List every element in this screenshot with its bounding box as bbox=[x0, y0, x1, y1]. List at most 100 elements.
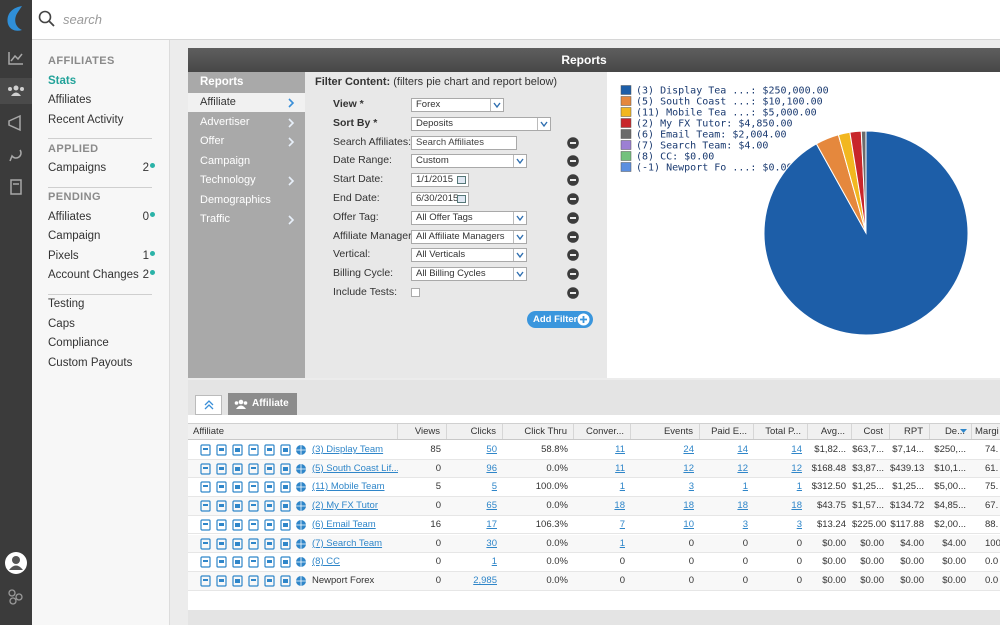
nav-item[interactable]: Affiliates bbox=[32, 91, 169, 111]
nav-item[interactable]: Testing bbox=[32, 295, 169, 315]
table-cell[interactable]: 1 bbox=[742, 481, 748, 493]
table-cell[interactable]: 2,985 bbox=[473, 574, 497, 586]
stats-icon[interactable] bbox=[8, 52, 23, 65]
table-cell[interactable]: 50 bbox=[486, 444, 497, 455]
subnav-item[interactable]: Traffic bbox=[188, 210, 305, 229]
select-control[interactable]: All Offer Tags bbox=[411, 210, 527, 225]
remove-filter[interactable] bbox=[567, 249, 579, 262]
table-cell[interactable]: 18 bbox=[614, 500, 625, 512]
nav-item[interactable]: Stats bbox=[32, 72, 169, 92]
collapse-button[interactable] bbox=[195, 395, 222, 415]
table-cell[interactable]: 14 bbox=[791, 444, 802, 455]
table-cell[interactable]: 18 bbox=[737, 500, 748, 512]
table-cell[interactable]: 10 bbox=[683, 518, 694, 530]
table-cell[interactable]: 30 bbox=[486, 537, 497, 549]
remove-filter[interactable] bbox=[567, 211, 579, 224]
megaphone-icon[interactable] bbox=[8, 114, 21, 132]
calculator-icon[interactable] bbox=[10, 179, 22, 195]
nav-item[interactable]: Account Changes 2 bbox=[32, 266, 169, 286]
add-filter-button[interactable]: Add Filter bbox=[527, 311, 593, 328]
table-cell[interactable]: 3 bbox=[796, 518, 802, 530]
people-icon[interactable] bbox=[13, 85, 19, 91]
subnav-item[interactable]: Offer bbox=[188, 132, 305, 151]
select-control[interactable]: Forex bbox=[411, 98, 504, 112]
column-header[interactable]: Cost bbox=[852, 424, 890, 439]
input-control[interactable]: Search Affiliates bbox=[411, 135, 517, 150]
subnav-item[interactable]: Advertiser bbox=[188, 113, 305, 132]
table-cell[interactable]: 11 bbox=[615, 462, 625, 474]
nav-item[interactable]: Campaigns 2 bbox=[32, 159, 169, 179]
hook-icon[interactable] bbox=[9, 149, 22, 162]
nav-item[interactable]: Affiliates 0 bbox=[32, 208, 169, 228]
column-header[interactable]: Avg... bbox=[808, 424, 852, 439]
nav-item[interactable]: Compliance bbox=[32, 334, 169, 354]
cluster-icon[interactable] bbox=[8, 589, 23, 605]
select-control[interactable]: All Billing Cycles bbox=[411, 267, 527, 282]
table-cell[interactable]: 96 bbox=[486, 462, 497, 474]
column-header[interactable]: Views bbox=[398, 424, 447, 439]
table-cell[interactable]: 1 bbox=[619, 481, 625, 493]
search-icon[interactable] bbox=[38, 10, 56, 28]
column-header[interactable]: De... bbox=[930, 424, 972, 439]
remove-filter[interactable] bbox=[567, 136, 579, 149]
affiliate-name[interactable]: (6) Email Team bbox=[312, 518, 376, 530]
table-cell[interactable]: 1 bbox=[796, 481, 802, 493]
affiliate-name[interactable]: (5) South Coast Lif... bbox=[312, 462, 398, 474]
search-input[interactable]: search bbox=[63, 12, 103, 27]
checkbox[interactable] bbox=[411, 288, 420, 297]
table-cell[interactable]: 12 bbox=[791, 462, 802, 474]
select-control[interactable]: Custom bbox=[411, 154, 527, 169]
table-cell[interactable]: 11 bbox=[615, 444, 625, 455]
table-cell[interactable]: 18 bbox=[683, 500, 694, 512]
column-header[interactable]: Clicks bbox=[447, 424, 503, 439]
table-cell[interactable]: 65 bbox=[486, 500, 497, 512]
table-cell[interactable]: 12 bbox=[683, 462, 694, 474]
table-cell[interactable]: 3 bbox=[688, 481, 694, 493]
affiliate-name[interactable]: (3) Display Team bbox=[312, 444, 384, 455]
column-header[interactable]: Margi bbox=[972, 424, 1000, 439]
column-header[interactable]: RPT bbox=[890, 424, 930, 439]
tab[interactable]: Affiliate bbox=[228, 393, 297, 415]
table-cell[interactable]: 18 bbox=[791, 500, 802, 512]
affiliate-name[interactable]: (8) CC bbox=[312, 556, 340, 568]
nav-item[interactable]: Recent Activity bbox=[32, 111, 169, 131]
date-control[interactable]: 6/30/2015 bbox=[411, 192, 469, 206]
nav-item[interactable]: Campaign bbox=[32, 227, 169, 247]
remove-filter[interactable] bbox=[567, 193, 579, 205]
column-header[interactable]: Events bbox=[631, 424, 700, 439]
table-cell[interactable]: 1 bbox=[619, 537, 625, 549]
select-control[interactable]: All Verticals bbox=[411, 248, 527, 263]
nav-item[interactable]: Custom Payouts bbox=[32, 354, 169, 374]
column-header[interactable]: Affiliate bbox=[190, 424, 398, 439]
column-header[interactable]: Total P... bbox=[754, 424, 808, 439]
remove-filter[interactable] bbox=[567, 155, 579, 168]
table-cell[interactable]: 1 bbox=[491, 556, 497, 568]
nav-item[interactable]: Caps bbox=[32, 315, 169, 335]
logo[interactable] bbox=[7, 6, 22, 31]
select-control[interactable]: Deposits bbox=[411, 116, 551, 131]
subnav-item[interactable]: Technology bbox=[188, 171, 305, 190]
remove-filter[interactable] bbox=[567, 287, 579, 299]
table-cell[interactable]: 14 bbox=[737, 444, 748, 455]
remove-filter[interactable] bbox=[567, 174, 579, 186]
affiliate-name[interactable]: (11) Mobile Team bbox=[312, 481, 385, 493]
column-header[interactable]: Conver... bbox=[574, 424, 631, 439]
date-control[interactable]: 1/1/2015 bbox=[411, 173, 469, 188]
subnav-item[interactable]: Affiliate bbox=[188, 93, 305, 112]
table-cell[interactable]: 12 bbox=[737, 462, 748, 474]
table-cell[interactable]: 5 bbox=[491, 481, 497, 493]
subnav-item[interactable]: Demographics bbox=[188, 191, 305, 210]
table-cell[interactable]: 3 bbox=[742, 518, 748, 530]
subnav-item[interactable]: Campaign bbox=[188, 152, 305, 171]
table-cell[interactable]: 7 bbox=[619, 518, 625, 530]
affiliate-name[interactable]: (7) Search Team bbox=[312, 537, 383, 549]
column-header[interactable]: Paid E... bbox=[700, 424, 754, 439]
remove-filter[interactable] bbox=[567, 230, 579, 243]
affiliate-name[interactable]: (2) My FX Tutor bbox=[312, 500, 378, 512]
column-header[interactable]: Click Thru bbox=[503, 424, 574, 439]
remove-filter[interactable] bbox=[567, 268, 579, 280]
table-cell[interactable]: 24 bbox=[683, 444, 694, 455]
nav-item[interactable]: Pixels 1 bbox=[32, 247, 169, 267]
table-cell[interactable]: 17 bbox=[486, 518, 497, 530]
select-control[interactable]: All Affiliate Managers bbox=[411, 229, 527, 244]
